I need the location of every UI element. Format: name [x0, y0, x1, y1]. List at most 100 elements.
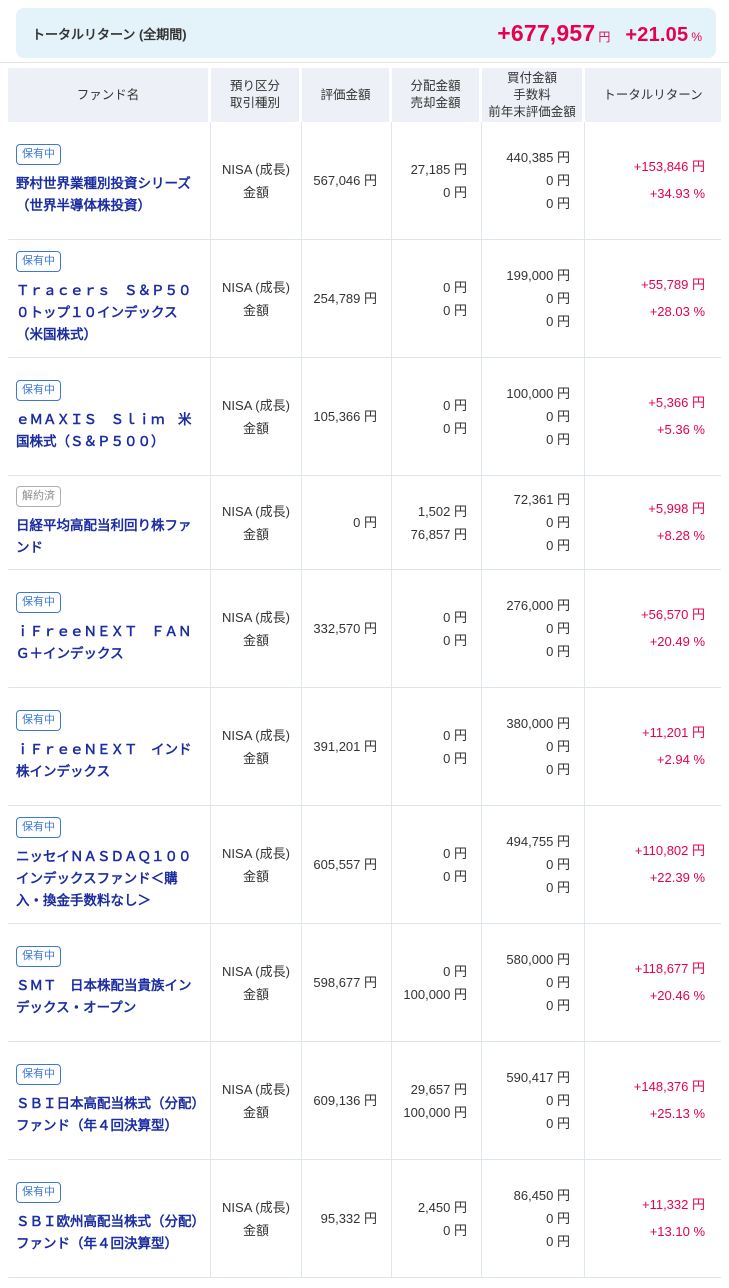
table-row: 解約済 日経平均高配当利回り株ファンド NISA (成長) 金額 0 円 1,50…	[8, 476, 721, 570]
table-body: 保有中 野村世界業種別投資シリーズ（世界半導体株投資） NISA (成長) 金額 …	[8, 122, 721, 1278]
table-header-cell: 分配金額 売却金額	[392, 68, 479, 122]
return-percent: +28.03 %	[649, 304, 705, 319]
return-percent: +8.28 %	[656, 528, 705, 543]
table-row: 保有中 ＳＢＩ欧州高配当株式（分配）ファンド（年４回決算型） NISA (成長)…	[8, 1160, 721, 1278]
fund-name-link[interactable]: ニッセイＮＡＳＤＡＱ１００インデックスファンド＜購入・換金手数料なし＞	[16, 849, 192, 908]
total-return-cell: +148,376 円 +25.13 %	[585, 1042, 721, 1159]
valuation-amount-cell: 332,570 円	[302, 570, 392, 687]
fund-name-link[interactable]: ｉＦｒｅｅＮＥＸＴ ＦＡＮＧ＋インデックス	[16, 624, 192, 661]
account-type-cell: NISA (成長) 金額	[211, 570, 302, 687]
table-row: 保有中 ｅＭＡＸＩＳ Ｓｌｉｍ 米国株式（Ｓ＆Ｐ５００） NISA (成長) 金額…	[8, 358, 721, 476]
return-amount: +55,789 円	[641, 277, 705, 292]
distribution-sale-cell: 1,502 円 76,857 円	[392, 476, 482, 569]
return-percent: +25.13 %	[649, 1106, 705, 1121]
total-return-percent: +21.05 %	[625, 24, 702, 47]
divider	[0, 62, 729, 63]
table-header-cell: ファンド名	[8, 68, 208, 122]
return-amount: +5,366 円	[648, 395, 705, 410]
total-return-cell: +56,570 円 +20.49 %	[585, 570, 721, 687]
table-row: 保有中 Ｔｒａｃｅｒｓ Ｓ＆Ｐ５００トップ１０インデックス（米国株式） NISA…	[8, 240, 721, 358]
account-type-cell: NISA (成長) 金額	[211, 240, 302, 357]
fund-cell: 保有中 ニッセイＮＡＳＤＡＱ１００インデックスファンド＜購入・換金手数料なし＞	[8, 806, 211, 923]
fund-cell: 保有中 ＳＭＴ 日本株配当貴族インデックス・オープン	[8, 924, 211, 1041]
total-return-amount-unit: 円	[598, 29, 611, 44]
return-amount: +110,802 円	[634, 843, 705, 858]
total-return-percent-unit: %	[691, 29, 702, 44]
status-badge: 保有中	[16, 1064, 61, 1085]
valuation-amount-cell: 567,046 円	[302, 122, 392, 239]
return-percent: +34.93 %	[649, 186, 705, 201]
total-return-cell: +118,677 円 +20.46 %	[585, 924, 721, 1041]
fund-cell: 解約済 日経平均高配当利回り株ファンド	[8, 476, 211, 569]
total-return-summary-card: トータルリターン (全期間) +677,957 円 +21.05 %	[16, 8, 716, 58]
table-header-cell: 預り区分 取引種別	[211, 68, 299, 122]
fund-name-link[interactable]: Ｔｒａｃｅｒｓ Ｓ＆Ｐ５００トップ１０インデックス（米国株式）	[16, 283, 192, 342]
table-row: 保有中 ＳＭＴ 日本株配当貴族インデックス・オープン NISA (成長) 金額 5…	[8, 924, 721, 1042]
account-type-cell: NISA (成長) 金額	[211, 1042, 302, 1159]
total-return-cell: +153,846 円 +34.93 %	[585, 122, 721, 239]
fund-cell: 保有中 野村世界業種別投資シリーズ（世界半導体株投資）	[8, 122, 211, 239]
fund-name-link[interactable]: 日経平均高配当利回り株ファンド	[16, 518, 192, 555]
table-row: 保有中 ｉＦｒｅｅＮＥＸＴ ＦＡＮＧ＋インデックス NISA (成長) 金額 33…	[8, 570, 721, 688]
return-percent: +13.10 %	[649, 1224, 705, 1239]
table-header-cell: 買付金額 手数料 前年末評価金額	[482, 68, 582, 122]
status-badge: 保有中	[16, 1182, 61, 1203]
total-return-cell: +5,998 円 +8.28 %	[585, 476, 721, 569]
valuation-amount-cell: 254,789 円	[302, 240, 392, 357]
account-type-cell: NISA (成長) 金額	[211, 1160, 302, 1277]
return-percent: +20.49 %	[649, 634, 705, 649]
fund-name-link[interactable]: ＳＭＴ 日本株配当貴族インデックス・オープン	[16, 978, 192, 1015]
fund-table: ファンド名 預り区分 取引種別 評価金額 分配金額 売却金額 買付金額 手数料 前年末評価金額ト…	[8, 68, 721, 1278]
return-amount: +56,570 円	[641, 607, 705, 622]
account-type-cell: NISA (成長) 金額	[211, 358, 302, 475]
valuation-amount-cell: 95,332 円	[302, 1160, 392, 1277]
total-return-cell: +11,201 円 +2.94 %	[585, 688, 721, 805]
account-type-cell: NISA (成長) 金額	[211, 688, 302, 805]
status-badge: 保有中	[16, 817, 61, 838]
fund-name-link[interactable]: ｉＦｒｅｅＮＥＸＴ インド株インデックス	[16, 742, 192, 779]
total-return-cell: +55,789 円 +28.03 %	[585, 240, 721, 357]
table-row: 保有中 ｉＦｒｅｅＮＥＸＴ インド株インデックス NISA (成長) 金額 391…	[8, 688, 721, 806]
return-percent: +22.39 %	[649, 870, 705, 885]
fund-name-link[interactable]: ＳＢＩ日本高配当株式（分配）ファンド（年４回決算型）	[16, 1096, 199, 1133]
account-type-cell: NISA (成長) 金額	[211, 122, 302, 239]
fund-name-link[interactable]: ＳＢＩ欧州高配当株式（分配）ファンド（年４回決算型）	[16, 1214, 199, 1251]
account-type-cell: NISA (成長) 金額	[211, 806, 302, 923]
status-badge: 保有中	[16, 251, 61, 272]
return-percent: +20.46 %	[649, 988, 705, 1003]
fund-name-link[interactable]: 野村世界業種別投資シリーズ（世界半導体株投資）	[16, 176, 191, 213]
return-amount: +148,376 円	[633, 1079, 705, 1094]
total-return-amount: +677,957 円	[497, 20, 610, 47]
valuation-amount-cell: 605,557 円	[302, 806, 392, 923]
valuation-amount-cell: 609,136 円	[302, 1042, 392, 1159]
status-badge: 保有中	[16, 380, 61, 401]
total-return-amount-value: +677,957	[497, 19, 596, 46]
total-return-cell: +110,802 円 +22.39 %	[585, 806, 721, 923]
return-amount: +5,998 円	[648, 501, 705, 516]
valuation-amount-cell: 391,201 円	[302, 688, 392, 805]
fund-cell: 保有中 ＳＢＩ日本高配当株式（分配）ファンド（年４回決算型）	[8, 1042, 211, 1159]
table-row: 保有中 ニッセイＮＡＳＤＡＱ１００インデックスファンド＜購入・換金手数料なし＞ …	[8, 806, 721, 924]
fund-cell: 保有中 ｉＦｒｅｅＮＥＸＴ ＦＡＮＧ＋インデックス	[8, 570, 211, 687]
account-type-cell: NISA (成長) 金額	[211, 924, 302, 1041]
fund-cell: 保有中 ｉＦｒｅｅＮＥＸＴ インド株インデックス	[8, 688, 211, 805]
valuation-amount-cell: 105,366 円	[302, 358, 392, 475]
fund-name-link[interactable]: ｅＭＡＸＩＳ Ｓｌｉｍ 米国株式（Ｓ＆Ｐ５００）	[16, 412, 192, 449]
table-header-cell: トータルリターン	[585, 68, 721, 122]
fund-cell: 保有中 ＳＢＩ欧州高配当株式（分配）ファンド（年４回決算型）	[8, 1160, 211, 1277]
status-badge: 保有中	[16, 710, 61, 731]
return-amount: +118,677 円	[634, 961, 705, 976]
return-amount: +11,332 円	[641, 1197, 705, 1212]
